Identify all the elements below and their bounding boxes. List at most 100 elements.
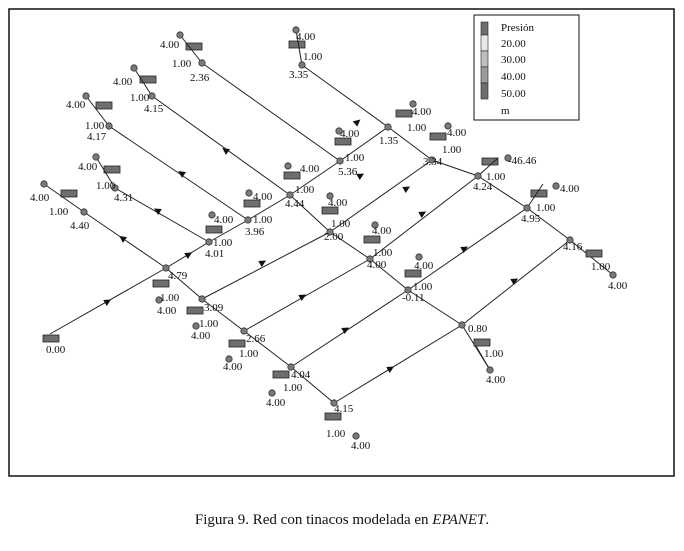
- node-label: 1.00: [413, 281, 433, 293]
- node-label: 4.00: [296, 31, 316, 43]
- node-label: 1.00: [239, 348, 259, 360]
- node-label: 1.00: [172, 58, 192, 70]
- legend-swatch: [480, 66, 489, 84]
- node-label: 3.96: [245, 226, 265, 238]
- node-label: 4.00: [157, 305, 177, 317]
- node-label: 1.35: [379, 135, 399, 147]
- tank: [103, 165, 121, 174]
- node-label: 2.00: [324, 231, 344, 243]
- flow-arrow: [258, 260, 267, 268]
- junction-node: [326, 228, 334, 236]
- node-label: 2.66: [246, 333, 266, 345]
- pipe-y5: [569, 239, 614, 276]
- junction-node: [404, 286, 412, 294]
- node-label: -0.11: [402, 292, 425, 304]
- pipe-main-a5: [289, 160, 341, 196]
- node-label: 4.00: [78, 161, 98, 173]
- legend-box: [473, 14, 580, 121]
- junction-node: [92, 153, 100, 161]
- reservoir: [42, 334, 60, 343]
- node-label: 4.24: [473, 181, 493, 193]
- figure-caption: Figura 9. Red con tinacos modelada en EP…: [0, 512, 684, 529]
- junction-node: [198, 59, 206, 67]
- node-label: 1.00: [326, 428, 346, 440]
- junction-node: [111, 184, 119, 192]
- flow-arrow: [418, 211, 427, 219]
- junction-node: [444, 122, 452, 130]
- tank: [139, 75, 157, 84]
- node-label: 4.00: [160, 39, 180, 51]
- pipe-b3: [329, 159, 433, 233]
- pipe-b1: [165, 267, 203, 300]
- flow-arrow: [356, 173, 365, 181]
- pipe-e2: [333, 324, 463, 404]
- pipe-c3: [369, 175, 479, 260]
- node-label: 4.16: [563, 241, 583, 253]
- node-label: 4.00: [447, 127, 467, 139]
- legend-swatch: [480, 50, 489, 68]
- pipe-e1: [290, 366, 335, 404]
- node-label: 4.04: [291, 369, 311, 381]
- pipe-y2: [431, 159, 479, 177]
- flow-arrow: [460, 246, 469, 254]
- pipe-d3: [407, 207, 528, 291]
- node-label: 3.09: [204, 302, 224, 314]
- junction-node: [474, 172, 482, 180]
- junction-node: [240, 327, 248, 335]
- junction-node: [326, 192, 334, 200]
- pipe-z4: [407, 289, 463, 326]
- junction-node: [428, 156, 436, 164]
- tank: [324, 412, 342, 421]
- node-label: 4.00: [608, 280, 628, 292]
- tank-stub: [95, 156, 116, 189]
- junction-node: [284, 162, 292, 170]
- tank: [395, 109, 413, 118]
- pipe-x4: [114, 187, 210, 243]
- pipe-d2: [290, 289, 409, 368]
- junction-node: [268, 389, 276, 397]
- junction-node: [82, 92, 90, 100]
- node-label: 5.36: [338, 166, 358, 178]
- tank: [481, 157, 499, 166]
- tank: [321, 206, 339, 215]
- node-label: 1.00: [407, 122, 427, 134]
- flow-arrow: [222, 147, 231, 155]
- pipe-e3: [461, 239, 571, 326]
- node-label: 4.00: [266, 397, 286, 409]
- tank-stub: [179, 34, 203, 64]
- node-label: 4.00: [340, 128, 360, 140]
- pipe-y3: [477, 175, 528, 209]
- tank-stub: [43, 183, 85, 213]
- tank-stub: [526, 183, 544, 209]
- junction-node: [523, 204, 531, 212]
- pipe-x2: [151, 95, 291, 196]
- node-label: 4.00: [412, 106, 432, 118]
- tank-stub: [133, 67, 153, 97]
- junction-node: [352, 432, 360, 440]
- junction-node: [208, 211, 216, 219]
- caption-software: EPANET: [432, 512, 486, 528]
- flow-arrow: [298, 294, 307, 302]
- tank: [429, 132, 447, 141]
- tank-stub: [85, 95, 110, 127]
- tank: [288, 40, 306, 49]
- node-label: 4.31: [114, 192, 133, 204]
- junction-node: [335, 127, 343, 135]
- tank: [152, 279, 170, 288]
- flow-arrow: [178, 170, 187, 178]
- node-label: 1.00: [484, 348, 504, 360]
- tank: [186, 306, 204, 315]
- junction-node: [176, 31, 184, 39]
- junction-node: [225, 355, 233, 363]
- legend-entry: 40.00: [501, 71, 526, 83]
- node-label: 1.00: [253, 214, 273, 226]
- tank: [473, 338, 491, 347]
- node-label: 1.00: [160, 292, 180, 304]
- node-label: 4.44: [285, 198, 305, 210]
- tank: [530, 189, 548, 198]
- node-label: 1.00: [303, 51, 323, 63]
- node-label: 1.00: [130, 92, 150, 104]
- node-label: 4.00: [66, 99, 86, 111]
- pipe-x3: [108, 125, 249, 221]
- tank: [404, 269, 422, 278]
